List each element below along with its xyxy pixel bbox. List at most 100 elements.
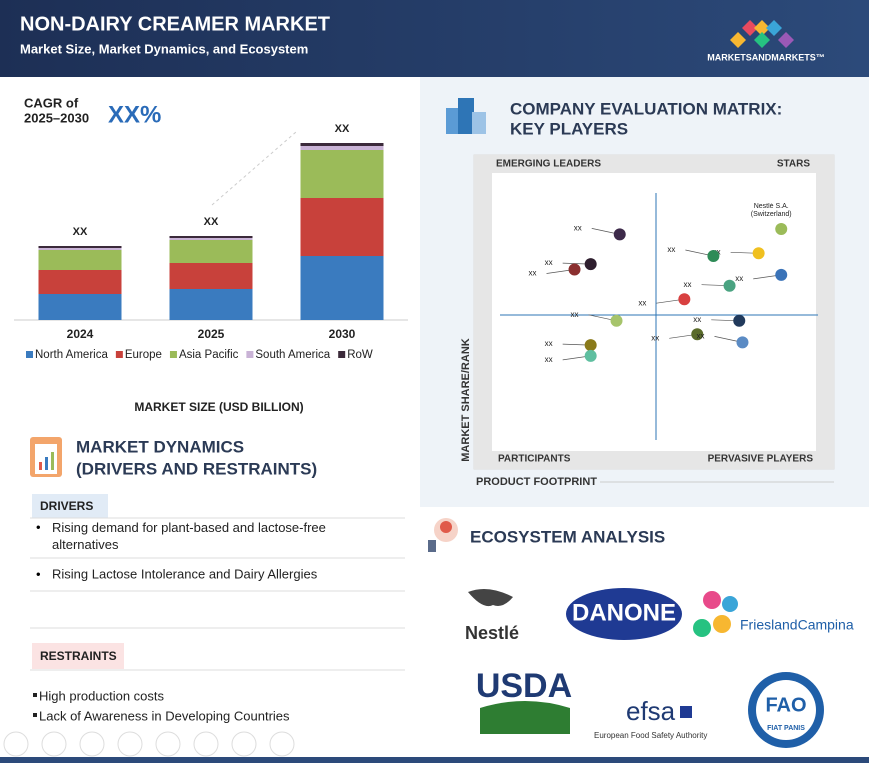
logo-text: FIAT PANIS: [767, 725, 805, 732]
restraints-heading: RESTRAINTS: [40, 649, 117, 663]
point: [568, 263, 581, 276]
point: [733, 314, 746, 327]
bar-segment: [38, 294, 122, 320]
point: [736, 336, 749, 349]
bar-segment: [38, 270, 122, 294]
y-label: MARKET SHARE/RANK: [460, 338, 472, 462]
dynamics-title: MARKET DYNAMICS: [76, 437, 244, 456]
legend-swatch: [338, 351, 346, 358]
drivers-heading: DRIVERS: [40, 499, 93, 513]
x-title: MARKET SIZE (USD BILLION): [134, 400, 303, 414]
tool[interactable]: [117, 731, 143, 757]
point-label: xx: [667, 245, 675, 254]
x-tick-label: 2024: [67, 327, 94, 341]
tool[interactable]: [3, 731, 29, 757]
brand-logo: [730, 20, 794, 48]
bullet: •: [36, 566, 41, 581]
x-tick-label: 2030: [329, 327, 356, 341]
bar-segment: [38, 246, 122, 248]
matrix-right-bar: [816, 155, 834, 469]
point: [707, 250, 720, 262]
legend-swatch: [26, 351, 33, 358]
point: [613, 228, 626, 241]
bullet: [33, 713, 37, 717]
bar-segment: [300, 146, 384, 150]
point-label: xx: [545, 339, 553, 348]
point-label: xx: [545, 355, 553, 364]
point-label: xx: [735, 274, 743, 283]
restraints-tab: [32, 643, 124, 669]
driver-box: Rising demand for plant-based and lactos…: [52, 520, 326, 552]
point: [584, 349, 597, 362]
matrix-points: xx xx xx Nestlé S.A. (Switzerland) xx xx xx xx x…: [529, 203, 792, 364]
total-label: XX: [73, 226, 88, 238]
title: NON-DAIRY CREAMER MARKET: [20, 13, 330, 35]
cagr-period: 2025–2030: [24, 110, 89, 125]
bar-segment: [38, 248, 122, 250]
tool[interactable]: [41, 731, 67, 757]
eco-title: ECOSYSTEM ANALYSIS: [470, 527, 665, 546]
bar-segment: [300, 150, 384, 198]
logo-text: FAO: [765, 694, 806, 716]
bullet: [33, 693, 37, 697]
restraint-item: Lack of Awareness in Developing Countrie…: [39, 708, 290, 723]
tool[interactable]: [193, 731, 219, 757]
brand: MARKETSANDMARKETS™: [707, 52, 825, 62]
x-label: PRODUCT FOOTPRINT: [476, 476, 597, 488]
growth-arrow: [211, 131, 297, 206]
matrix-top-bar: [474, 155, 834, 173]
point-label: xx: [571, 310, 579, 319]
cagr-value: XX%: [108, 101, 161, 128]
driver-item: Rising demand for plant-based and lactos…: [52, 520, 326, 552]
point-label: xx: [574, 224, 582, 233]
quadrant: STARS: [777, 159, 810, 170]
point: [678, 293, 691, 306]
bar-segment: [169, 238, 253, 240]
point-label: xx: [545, 258, 553, 267]
driver-item: Rising Lactose Intolerance and Dairy All…: [52, 566, 318, 581]
logo-friesland: FrieslandCampina: [693, 591, 854, 637]
point: [610, 314, 623, 327]
matrix-bottom-bar: [474, 451, 834, 469]
quadrant: PARTICIPANTS: [498, 454, 571, 465]
legend-label: RoW: [347, 349, 373, 361]
point-label-box: Nestlé S.A. (Switzerland): [750, 203, 792, 218]
header-bg: [0, 0, 869, 77]
tool[interactable]: [155, 731, 181, 757]
x-tick-label: 2025: [198, 327, 225, 341]
legend-label: South America: [255, 349, 330, 361]
legend: North America Europe Asia Pacific South Ame…: [26, 349, 373, 361]
logo-efsa: efsa European Food Safety Authority: [594, 696, 707, 740]
building-icon: [446, 98, 486, 134]
legend-label: North America: [35, 349, 108, 361]
matrix-frame: [473, 154, 835, 470]
matrix-title: KEY PLAYERS: [510, 119, 628, 138]
dynamics-subtitle: (DRIVERS AND RESTRAINTS): [76, 459, 317, 478]
tool[interactable]: [269, 731, 295, 757]
tool[interactable]: [231, 731, 257, 757]
point-label: xx: [696, 332, 704, 341]
point-label: Nestlé S.A. (Switzerland): [750, 203, 792, 218]
logo-text: Nestlé: [465, 623, 519, 643]
bar-segment: [169, 236, 253, 238]
point-label: xx: [693, 315, 701, 324]
logo-text: efsa: [626, 696, 676, 726]
legend-swatch: [169, 351, 177, 358]
total-label: XX: [204, 216, 219, 228]
point-label: xx: [651, 333, 659, 342]
logo-text: USDA: [476, 667, 572, 705]
point: [775, 223, 788, 235]
legend-swatch: [115, 351, 123, 358]
logo-usda: USDA: [476, 667, 572, 734]
bar-segment: [300, 198, 384, 256]
logo-text: European Food Safety Authority: [594, 731, 707, 740]
logo-text: FrieslandCampina: [740, 617, 854, 633]
legend-label: Europe: [125, 349, 162, 361]
tool[interactable]: [79, 731, 105, 757]
point: [723, 279, 736, 292]
legend-swatch: [246, 351, 254, 358]
logo-danone: DANONE: [566, 588, 682, 640]
point: [775, 268, 788, 281]
